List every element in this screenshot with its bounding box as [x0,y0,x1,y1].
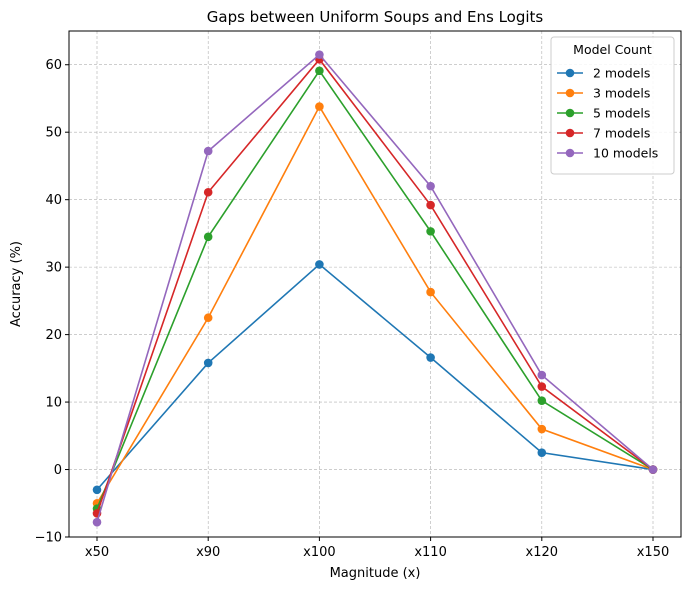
legend-label: 3 models [593,86,650,101]
series-line [96,69,654,509]
data-point [426,227,435,236]
data-point [315,50,324,59]
x-tick-label: x150 [637,545,670,560]
y-axis-ticks: −10 0 10 20 30 40 50 60 [35,58,69,546]
legend-label: 5 models [593,106,650,121]
y-tick-label: 60 [45,58,62,73]
x-tick-label: x110 [414,545,447,560]
data-point [537,424,547,434]
data-point [203,187,213,197]
chart-title: Gaps between Uniform Soups and Ens Logit… [207,8,544,26]
series-line [96,58,654,514]
data-point [537,448,547,457]
legend-marker [565,148,575,158]
legend-box [550,36,675,175]
data-point [537,382,547,391]
data-point [648,465,658,474]
data-point [203,358,213,368]
y-tick-label: 40 [45,193,62,208]
legend: Model Count 2 models 3 models 5 models 7 mod… [550,36,675,175]
legend-marker [565,128,575,138]
legend-marker [565,108,575,118]
legend-label: 7 models [593,126,650,141]
legend-label: 10 models [593,146,658,161]
data-point [203,232,213,242]
x-tick-label: x100 [303,545,336,560]
legend-marker [565,88,575,98]
x-axis-label: Magnitude (x) [330,566,421,581]
data-point [426,181,435,191]
plot-area-frame [68,30,682,538]
y-tick-label: 0 [54,463,62,478]
legend-label: 2 models [593,66,650,81]
series-2-models [92,260,658,495]
data-point [426,200,435,210]
legend-title: Model Count [573,42,652,57]
x-axis-ticks: x50 x90 x100 x110 x120 x150 [85,537,669,560]
data-point [315,102,324,111]
series-line [96,53,654,523]
x-tick-label: x50 [85,545,109,560]
data-point [537,396,547,406]
data-point [203,313,213,323]
series-layer [92,50,658,527]
x-tick-label: x90 [196,545,220,560]
series-10-models [92,50,658,527]
data-point [92,517,102,527]
data-point [315,260,324,269]
series-line [96,263,654,491]
series-line [96,104,654,504]
data-point [92,485,102,495]
data-point [203,146,213,156]
data-point [426,287,435,297]
y-tick-label: 10 [45,396,62,411]
x-tick-label: x120 [526,545,559,560]
data-point [315,66,324,76]
y-tick-label: −10 [35,531,62,546]
legend-marker [565,68,575,78]
y-tick-label: 30 [45,261,62,276]
data-point [537,370,547,380]
y-tick-label: 20 [45,328,62,343]
y-axis-label: Accuracy (%) [9,241,24,327]
data-point [426,353,435,362]
y-tick-label: 50 [45,126,62,141]
